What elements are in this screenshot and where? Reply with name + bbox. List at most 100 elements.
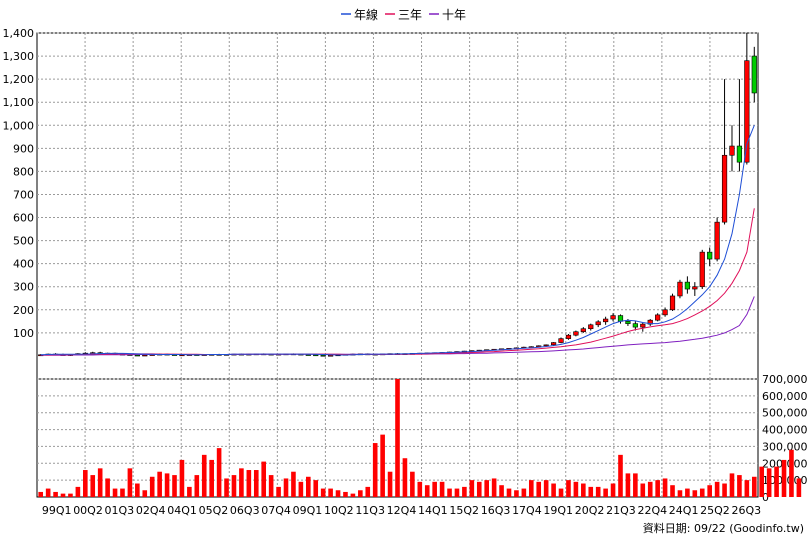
x-tick-label: 17Q4 bbox=[512, 504, 542, 517]
volume-tick-label: 300,000 bbox=[762, 440, 808, 453]
volume-bar bbox=[387, 471, 393, 497]
volume-tick-label: 600,000 bbox=[762, 390, 808, 403]
volume-bar bbox=[751, 476, 757, 497]
volume-bar bbox=[402, 458, 408, 497]
volume-bar bbox=[120, 488, 125, 497]
volume-bar bbox=[127, 468, 133, 497]
price-tick-label: 1,300 bbox=[3, 50, 35, 63]
candle-body bbox=[550, 342, 557, 346]
x-tick-label: 20Q2 bbox=[575, 504, 605, 517]
volume-bar bbox=[209, 459, 214, 497]
price-tick-label: 300 bbox=[13, 281, 34, 294]
volume-bar bbox=[514, 490, 519, 497]
volume-bar bbox=[595, 486, 601, 497]
x-tick-label: 25Q2 bbox=[700, 504, 730, 517]
candle-body bbox=[320, 354, 326, 357]
volume-bar bbox=[90, 475, 96, 497]
candle-body bbox=[313, 354, 319, 357]
volume-bar bbox=[766, 468, 772, 497]
candle-body bbox=[647, 319, 653, 325]
volume-bar bbox=[432, 481, 437, 497]
candle-body bbox=[588, 324, 594, 330]
volume-bar bbox=[655, 480, 660, 497]
volume-bar bbox=[105, 478, 110, 497]
volume-bar bbox=[253, 470, 259, 497]
volume-tick-label: 700,000 bbox=[762, 373, 808, 386]
price-tick-label: 600 bbox=[13, 212, 34, 225]
volume-bar bbox=[187, 486, 192, 497]
candle-body bbox=[751, 55, 757, 94]
candle-body bbox=[610, 315, 616, 320]
volume-bar bbox=[789, 449, 794, 497]
volume-bar bbox=[491, 478, 497, 497]
volume-bar bbox=[424, 485, 430, 497]
volume-bar bbox=[276, 486, 281, 497]
volume-bar bbox=[149, 476, 155, 497]
price-tick-label: 1,100 bbox=[3, 96, 35, 109]
volume-bar bbox=[283, 478, 289, 497]
x-axis: 99Q1 00Q2 01Q3 02Q4 04Q1 05Q2 06Q3 07Q4 09Q1 10Q2… bbox=[42, 504, 761, 517]
volume-bar bbox=[796, 478, 802, 497]
price-tick-label: 500 bbox=[13, 235, 34, 248]
volume-bar bbox=[499, 485, 504, 497]
volume-bar bbox=[179, 459, 185, 497]
volume-tick-label: 0 bbox=[762, 491, 769, 504]
volume-bar bbox=[358, 490, 363, 497]
volume-bar bbox=[484, 480, 490, 497]
x-tick-label: 06Q3 bbox=[230, 504, 260, 517]
volume-bar bbox=[699, 488, 705, 497]
candle-body bbox=[699, 251, 705, 288]
candle-body bbox=[573, 331, 579, 336]
volume-bar bbox=[536, 481, 542, 497]
volume-bar bbox=[372, 443, 378, 497]
candle-body bbox=[580, 328, 586, 333]
footer-date: 資料日期: 09/22 (Goodinfo.tw) bbox=[643, 521, 804, 535]
volume-bar bbox=[581, 483, 586, 497]
price-tick-label: 800 bbox=[13, 165, 34, 178]
ma-1y-line bbox=[40, 125, 755, 356]
volume-bar bbox=[662, 478, 668, 497]
volume-bar bbox=[677, 490, 683, 497]
x-tick-label: 15Q2 bbox=[449, 504, 479, 517]
volume-bar bbox=[692, 490, 698, 497]
volume-bar bbox=[239, 468, 244, 497]
volume-bar bbox=[774, 466, 779, 497]
volume-bar bbox=[506, 488, 512, 497]
volume-bar bbox=[268, 475, 274, 497]
volume-bar bbox=[447, 488, 452, 497]
volume-bar bbox=[261, 461, 267, 497]
volume-bar bbox=[476, 481, 482, 497]
volume-bar bbox=[410, 471, 415, 497]
volume-bar bbox=[164, 473, 170, 497]
x-tick-label: 99Q1 bbox=[42, 504, 72, 517]
volume-bar bbox=[566, 480, 571, 497]
volume-bar bbox=[216, 448, 222, 497]
legend-label: 年線 bbox=[354, 7, 378, 22]
x-tick-label: 04Q1 bbox=[167, 504, 197, 517]
volume-bar bbox=[291, 471, 296, 497]
legend-label: 三年 bbox=[398, 8, 422, 22]
volume-bar bbox=[68, 493, 73, 497]
volume-bar bbox=[246, 470, 252, 497]
candle-body bbox=[692, 286, 698, 290]
candle-body bbox=[327, 354, 334, 357]
volume-bar bbox=[75, 486, 81, 497]
volume-bar bbox=[521, 488, 527, 497]
volume-bar bbox=[462, 486, 467, 497]
volume-tick-label: 500,000 bbox=[762, 407, 808, 420]
candle-body bbox=[655, 314, 661, 321]
volume-bar bbox=[112, 488, 118, 497]
volume-bar bbox=[573, 481, 579, 497]
volume-bar bbox=[744, 480, 750, 497]
volume-panel: 0100,000200,000300,000400,000500,000600,… bbox=[36, 373, 808, 504]
candle-body bbox=[640, 323, 646, 328]
x-tick-label: 14Q1 bbox=[418, 504, 448, 517]
volume-bar bbox=[714, 481, 720, 497]
volume-bar bbox=[172, 475, 177, 497]
volume-bar bbox=[670, 485, 675, 497]
x-tick-label: 12Q4 bbox=[387, 504, 417, 517]
candle-body bbox=[744, 60, 750, 163]
volume-bar bbox=[83, 470, 88, 497]
volume-bar bbox=[625, 473, 631, 497]
